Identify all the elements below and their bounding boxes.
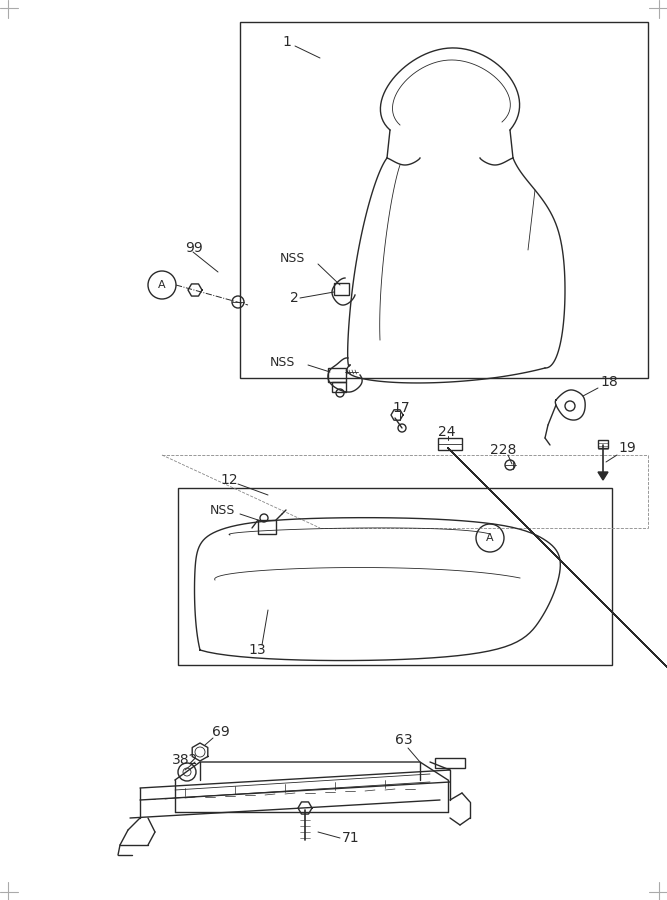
Text: 13: 13 bbox=[248, 643, 265, 657]
Bar bbox=[178, 488, 612, 665]
Text: 18: 18 bbox=[600, 375, 618, 389]
Text: 228: 228 bbox=[490, 443, 516, 457]
Text: 63: 63 bbox=[395, 733, 413, 747]
Text: 99: 99 bbox=[185, 241, 203, 255]
Text: 12: 12 bbox=[220, 473, 237, 487]
Bar bbox=[240, 22, 648, 378]
Text: 71: 71 bbox=[342, 831, 360, 845]
Bar bbox=[598, 440, 608, 448]
Text: 24: 24 bbox=[438, 425, 456, 439]
Text: NSS: NSS bbox=[210, 503, 235, 517]
Text: A: A bbox=[158, 280, 166, 290]
Text: A: A bbox=[486, 533, 494, 543]
Bar bbox=[328, 368, 346, 382]
Text: NSS: NSS bbox=[270, 356, 295, 368]
Text: 19: 19 bbox=[618, 441, 636, 455]
Text: 17: 17 bbox=[392, 401, 410, 415]
Text: 69: 69 bbox=[212, 725, 229, 739]
Bar bbox=[334, 283, 349, 295]
Bar bbox=[438, 438, 462, 450]
Text: 2: 2 bbox=[290, 291, 299, 305]
Polygon shape bbox=[598, 472, 608, 480]
Text: 382: 382 bbox=[172, 753, 198, 767]
Bar bbox=[258, 520, 276, 534]
Text: NSS: NSS bbox=[280, 251, 305, 265]
Text: 1: 1 bbox=[282, 35, 291, 49]
Bar bbox=[435, 758, 465, 768]
Bar bbox=[332, 382, 346, 392]
